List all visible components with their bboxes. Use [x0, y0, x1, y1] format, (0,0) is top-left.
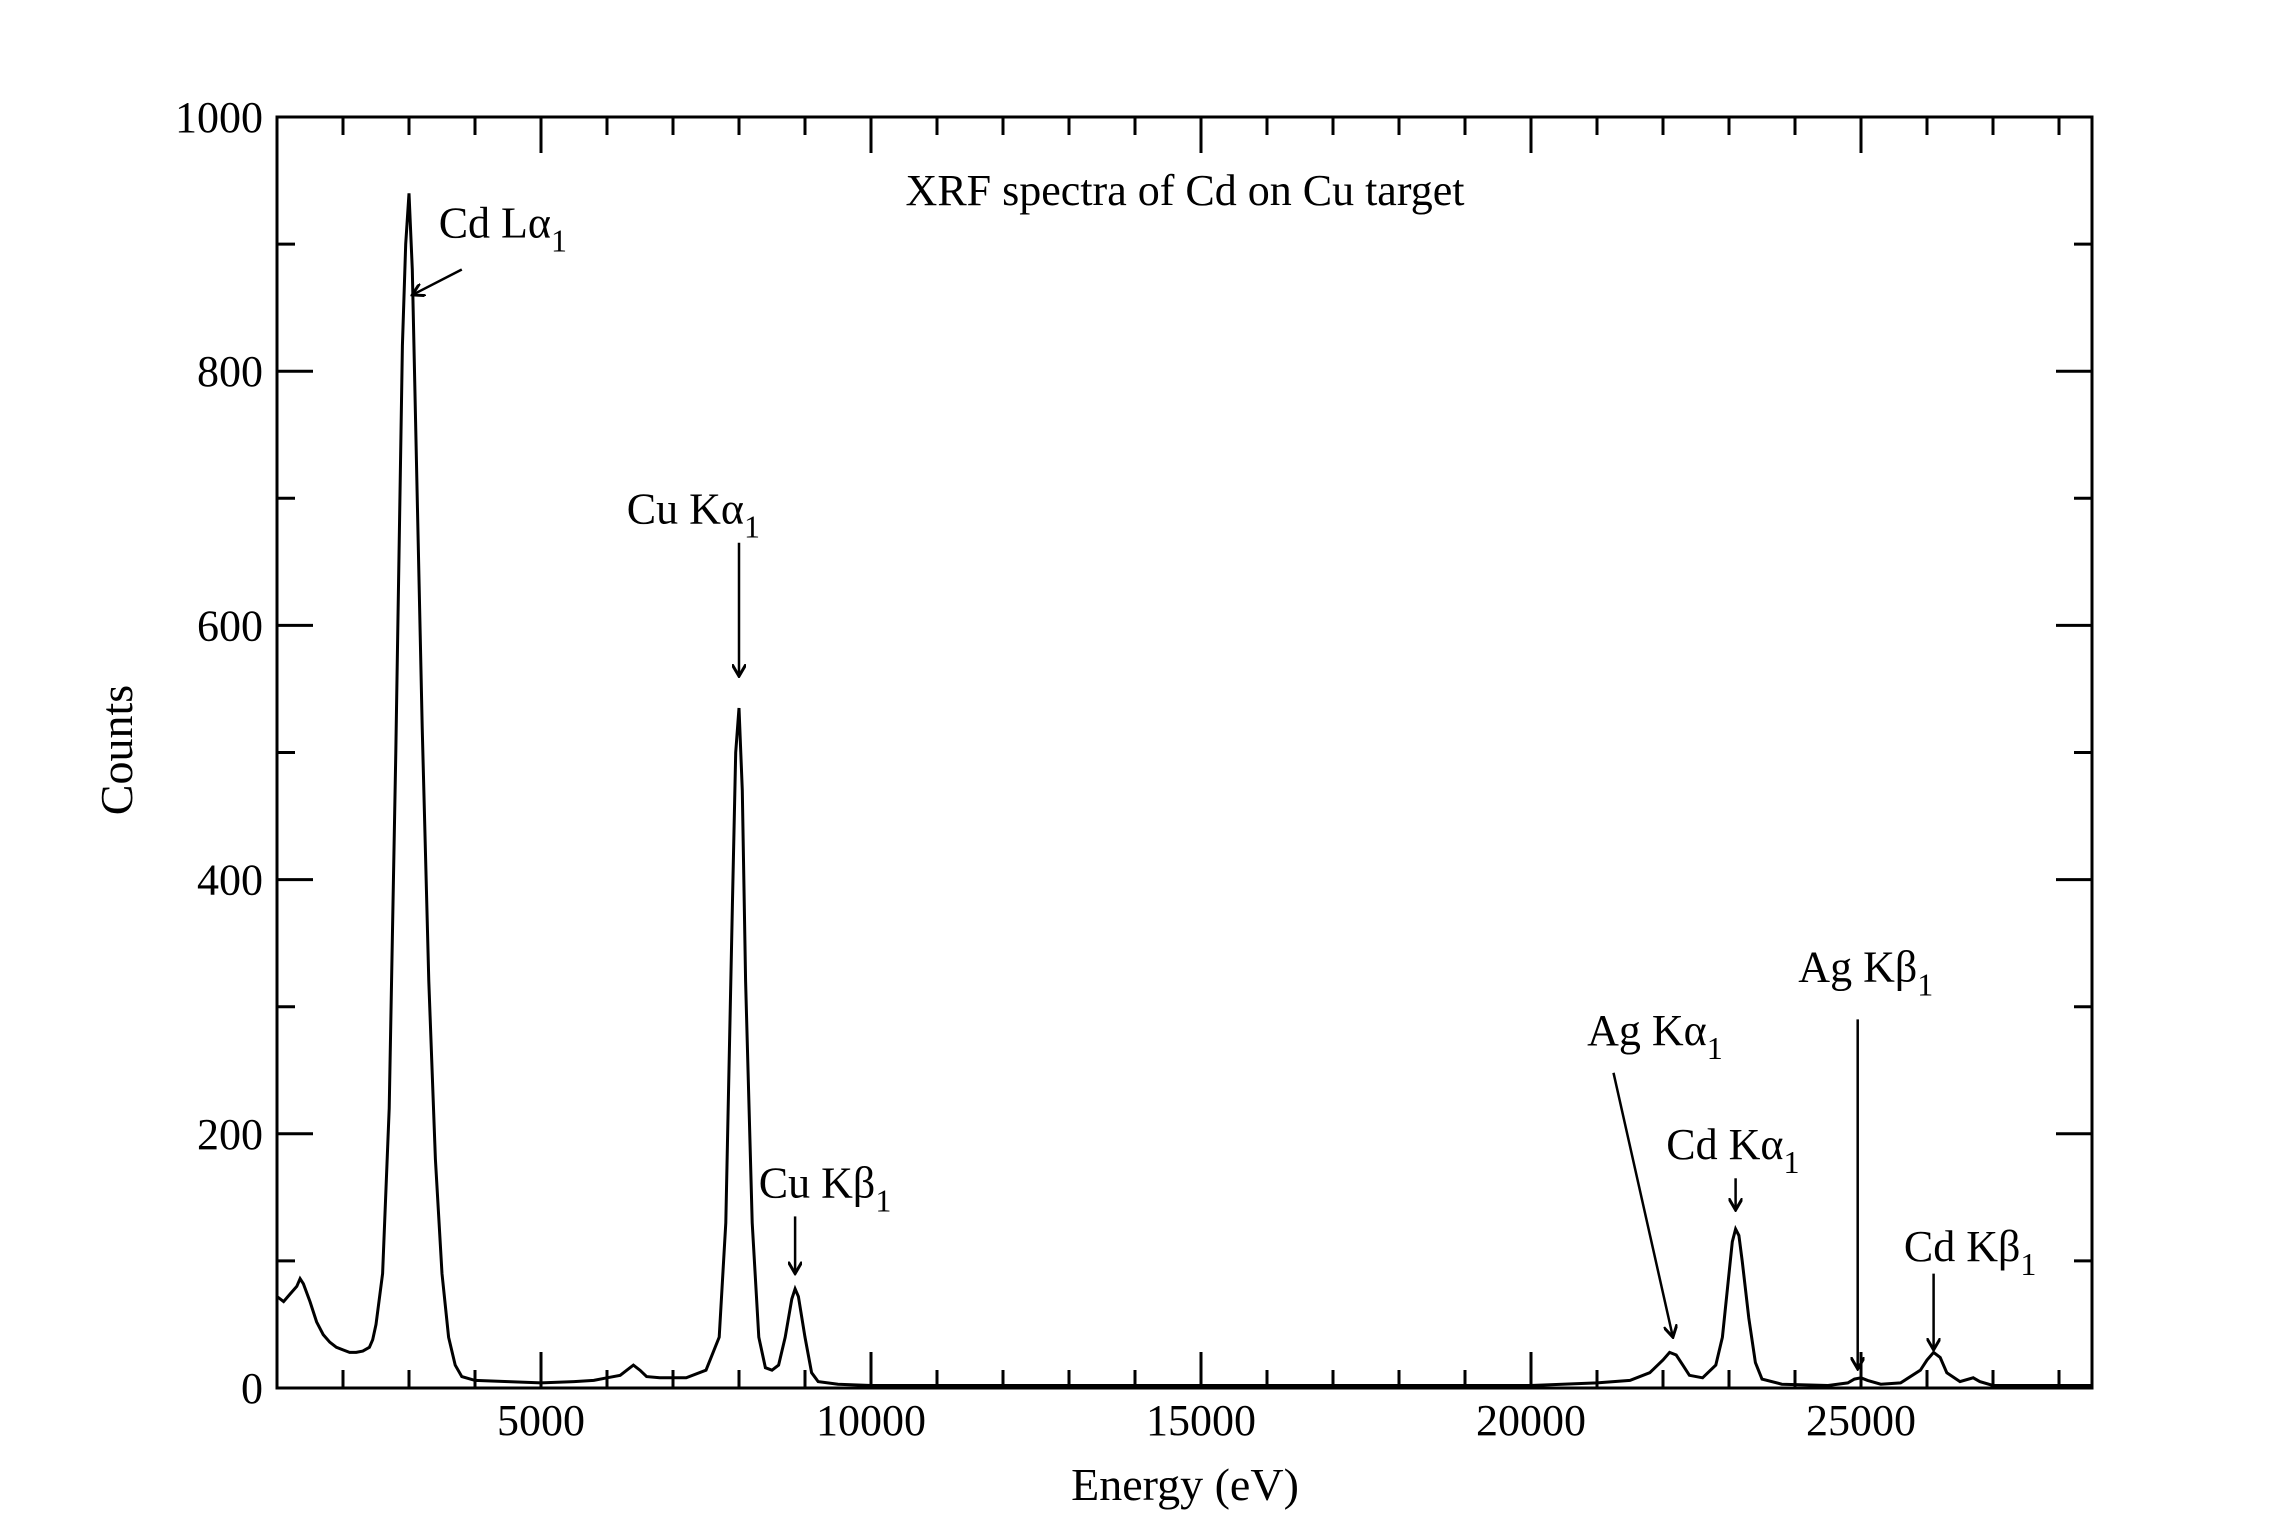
peak-annotation: Cu Kα1 [627, 485, 760, 677]
peak-annotation: Cd Kβ1 [1904, 1222, 2037, 1350]
y-tick-label: 800 [197, 347, 263, 396]
annotation-arrow [1612, 1072, 1673, 1337]
peak-annotation-subscript: 1 [744, 509, 760, 545]
y-axis-title: Counts [91, 685, 142, 815]
peak-annotation-subscript: 1 [875, 1182, 891, 1218]
spectrum-line [276, 193, 2092, 1388]
peak-annotation-main: Ag Kβ [1798, 942, 1917, 991]
y-tick-label: 200 [197, 1110, 263, 1159]
peak-annotation-main: Cd Kβ [1904, 1222, 2021, 1271]
peak-annotation-label: Ag Kα1 [1587, 1006, 1723, 1066]
y-tick-label: 600 [197, 601, 263, 650]
plot-frame [275, 115, 2094, 1390]
peak-annotation-subscript: 1 [1707, 1030, 1723, 1066]
peak-annotation-label: Cd Lα1 [439, 199, 567, 259]
peak-annotation-label: Cd Kα1 [1666, 1120, 1799, 1180]
x-tick-label: 10000 [816, 1396, 926, 1445]
peak-annotation: Ag Kβ1 [1798, 942, 1933, 1369]
peak-annotation: Cu Kβ1 [759, 1158, 892, 1273]
axis-tick-labels: 5000 10000 15000 20000 25000 0 200 400 600 800 100… [175, 93, 1916, 1445]
peak-annotation-label: Cu Kβ1 [759, 1158, 892, 1218]
peak-annotation-label: Cd Kβ1 [1904, 1222, 2037, 1282]
peak-annotation-main: Ag Kα [1587, 1006, 1707, 1055]
y-tick-label: 400 [197, 856, 263, 905]
peak-annotation: Cd Lα1 [412, 199, 567, 295]
y-tick-label: 1000 [175, 93, 263, 142]
x-axis-title: Energy (eV) [1071, 1459, 1299, 1510]
y-tick-label: 0 [241, 1364, 263, 1413]
x-tick-label: 20000 [1476, 1396, 1586, 1445]
peak-annotation-subscript: 1 [1917, 966, 1933, 1002]
x-tick-label: 15000 [1146, 1396, 1256, 1445]
axis-ticks [275, 115, 2092, 1390]
x-tick-label: 5000 [497, 1396, 585, 1445]
x-tick-label: 25000 [1806, 1396, 1916, 1445]
peak-annotation-subscript: 1 [551, 223, 567, 259]
peak-annotation-label: Ag Kβ1 [1798, 942, 1933, 1002]
peak-annotation-main: Cu Kα [627, 485, 744, 534]
peak-annotation: Ag Kα1 [1587, 1006, 1723, 1337]
peak-annotation-main: Cd Kα [1666, 1120, 1783, 1169]
peak-annotation-label: Cu Kα1 [627, 485, 760, 545]
peak-annotation-main: Cd Lα [439, 199, 551, 248]
peak-annotation-subscript: 1 [1783, 1144, 1799, 1180]
chart-title: XRF spectra of Cd on Cu target [906, 166, 1465, 215]
annotation-arrow [412, 268, 463, 295]
peak-annotation: Cd Kα1 [1666, 1120, 1799, 1210]
peak-annotation-main: Cu Kβ [759, 1158, 876, 1207]
peak-annotation-subscript: 1 [2020, 1246, 2036, 1282]
